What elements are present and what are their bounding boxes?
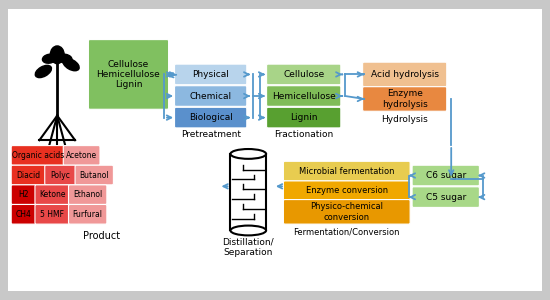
FancyBboxPatch shape [267, 64, 341, 85]
FancyBboxPatch shape [174, 64, 247, 85]
Ellipse shape [50, 46, 64, 64]
Text: Enzyme
hydrolysis: Enzyme hydrolysis [382, 89, 427, 109]
Bar [230, 154, 266, 230]
FancyBboxPatch shape [69, 185, 107, 205]
FancyBboxPatch shape [267, 107, 341, 128]
Text: Cellulose
Hemicellulose
Lignin: Cellulose Hemicellulose Lignin [97, 59, 161, 89]
Text: Organic acids: Organic acids [12, 151, 64, 160]
Text: H2: H2 [18, 190, 29, 199]
Text: Hemicellulose: Hemicellulose [272, 92, 336, 100]
Text: Furfural: Furfural [73, 210, 103, 219]
Ellipse shape [230, 226, 266, 236]
Text: Physico-chemical
conversion: Physico-chemical conversion [310, 202, 383, 221]
FancyBboxPatch shape [267, 86, 341, 106]
Text: Product: Product [83, 231, 120, 242]
Ellipse shape [63, 58, 79, 71]
Text: Butanol: Butanol [79, 170, 109, 179]
Text: Cellulose: Cellulose [283, 70, 324, 79]
Text: Lignin: Lignin [290, 113, 317, 122]
FancyBboxPatch shape [412, 187, 480, 207]
Text: Enzyme conversion: Enzyme conversion [306, 186, 388, 195]
FancyBboxPatch shape [174, 107, 247, 128]
Ellipse shape [35, 65, 52, 78]
Text: Fractionation: Fractionation [274, 130, 333, 139]
FancyBboxPatch shape [283, 161, 410, 181]
Ellipse shape [42, 54, 56, 63]
FancyBboxPatch shape [362, 87, 447, 111]
Text: Physical: Physical [192, 70, 229, 79]
FancyBboxPatch shape [283, 200, 410, 224]
Text: Diacid: Diacid [16, 170, 41, 179]
FancyBboxPatch shape [35, 205, 69, 224]
Text: Pretreatment: Pretreatment [180, 130, 241, 139]
Text: Microbial fermentation: Microbial fermentation [299, 167, 394, 176]
Text: Chemical: Chemical [190, 92, 232, 100]
Text: C6 sugar: C6 sugar [426, 171, 466, 180]
FancyBboxPatch shape [63, 146, 100, 165]
FancyBboxPatch shape [362, 62, 447, 87]
Text: Ketone: Ketone [39, 190, 65, 199]
FancyBboxPatch shape [174, 86, 247, 106]
Text: Fermentation/Conversion: Fermentation/Conversion [294, 228, 400, 237]
Text: Distillation/: Distillation/ [222, 238, 274, 247]
FancyBboxPatch shape [75, 165, 113, 185]
Text: CH4: CH4 [15, 210, 31, 219]
Text: Acid hydrolysis: Acid hydrolysis [371, 70, 439, 79]
Text: Hydrolysis: Hydrolysis [381, 115, 428, 124]
FancyBboxPatch shape [45, 165, 76, 185]
FancyBboxPatch shape [69, 205, 107, 224]
Bar [8, 9, 542, 291]
FancyBboxPatch shape [412, 165, 480, 186]
FancyBboxPatch shape [11, 185, 36, 205]
Text: C5 sugar: C5 sugar [426, 193, 466, 202]
FancyBboxPatch shape [11, 146, 64, 165]
Text: Biological: Biological [189, 113, 233, 122]
Text: Polyc: Polyc [51, 170, 70, 179]
Ellipse shape [230, 149, 266, 159]
Text: 5 HMF: 5 HMF [40, 210, 64, 219]
FancyBboxPatch shape [35, 185, 69, 205]
Ellipse shape [58, 54, 72, 63]
FancyBboxPatch shape [11, 205, 36, 224]
FancyBboxPatch shape [283, 181, 410, 200]
Text: Ethanol: Ethanol [73, 190, 102, 199]
Text: Biomass: Biomass [37, 150, 78, 160]
FancyBboxPatch shape [11, 165, 46, 185]
Text: Separation: Separation [224, 248, 273, 256]
Text: Acetone: Acetone [66, 151, 97, 160]
FancyBboxPatch shape [89, 40, 169, 109]
